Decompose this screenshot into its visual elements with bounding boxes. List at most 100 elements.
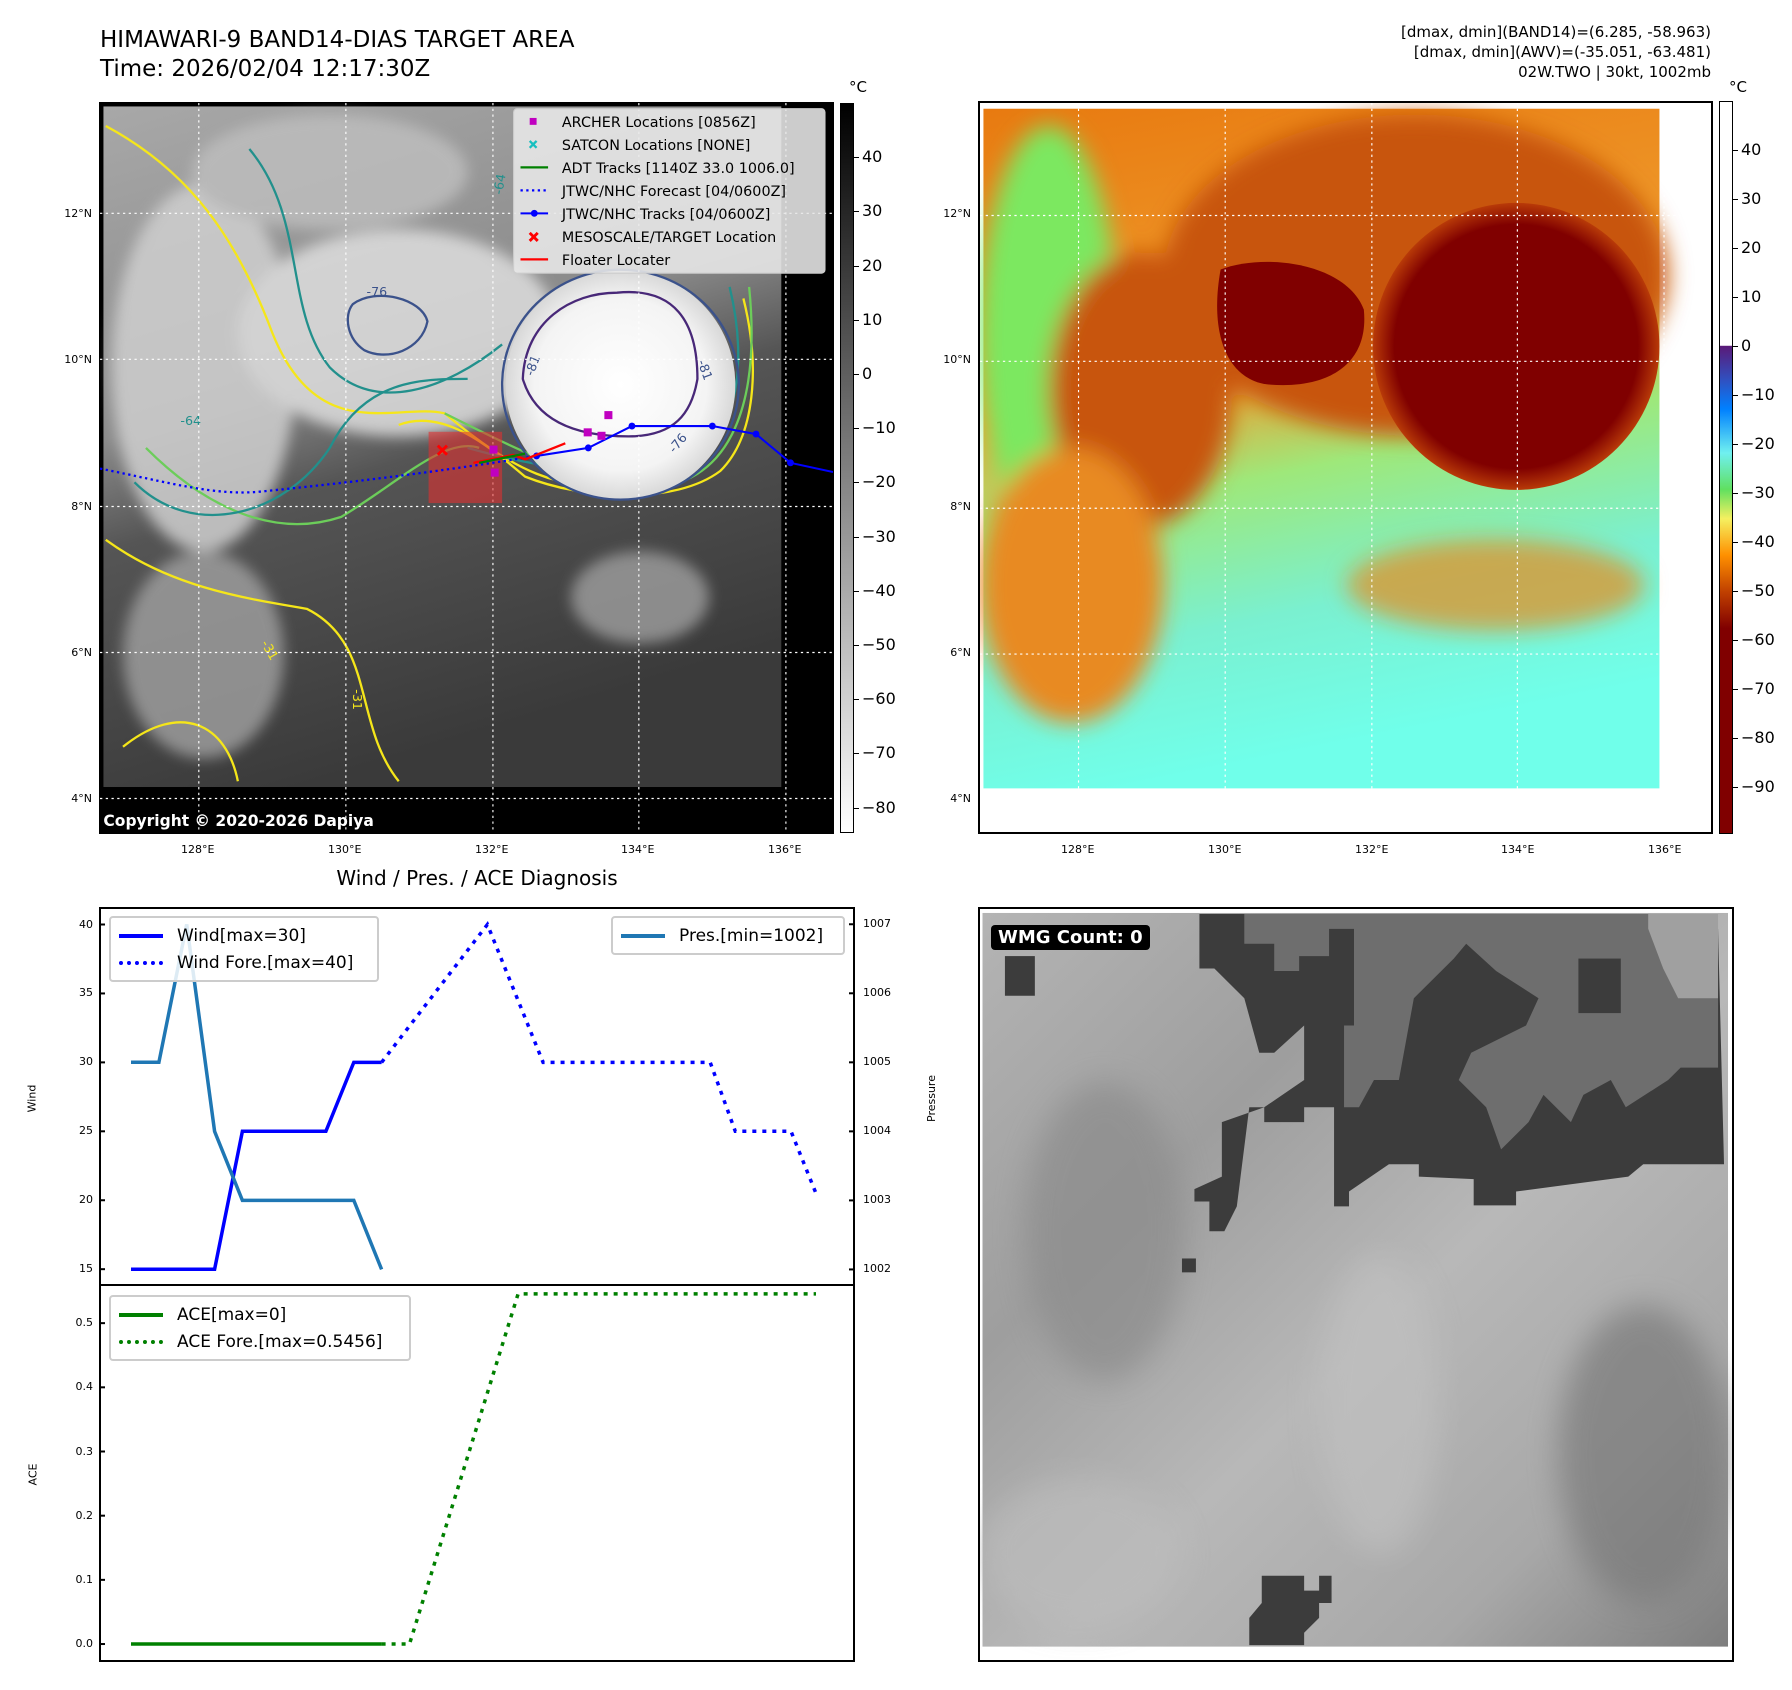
ace-axis-label: ACE <box>26 1463 40 1486</box>
latitude-label: 4°N <box>71 792 92 805</box>
colorbar-tick <box>854 590 859 592</box>
colorbar-tick-label: 40 <box>862 147 883 167</box>
colorbar-tick <box>854 536 859 538</box>
colorbar-tick-label: −60 <box>1741 629 1775 649</box>
colorbar-tick-label: 30 <box>862 201 883 221</box>
pressure-axis-label: Pressure <box>924 1075 938 1122</box>
latitude-label: 12°N <box>64 207 92 220</box>
colorbar-tick-label: −40 <box>862 580 896 600</box>
colorbar-tick-label: 10 <box>1741 286 1762 306</box>
figure-title: HIMAWARI-9 BAND14-DIAS TARGET AREA Time:… <box>100 26 574 84</box>
colorbar-tick-label: 0 <box>862 363 873 383</box>
colorbar-tick <box>854 428 859 430</box>
y-tick-label: 25 <box>79 1124 93 1138</box>
longitude-label: 136°E <box>768 843 802 856</box>
colorbar-tick <box>1733 149 1738 151</box>
legend-item-ace-forecast: ACE Fore.[max=0.5456] <box>119 1328 401 1355</box>
legend-satcon: SATCON Locations [NONE] <box>562 138 750 154</box>
colorbar-tick <box>1733 492 1738 494</box>
dotted-line-icon <box>119 1339 163 1344</box>
colorbar-tick-label: 0 <box>1741 335 1752 355</box>
dotted-line-icon <box>119 960 163 965</box>
colorbar-tick <box>1733 737 1738 739</box>
legend-item-ace: ACE[max=0] <box>119 1301 401 1328</box>
ir-map-panel: -76 -81 -81 -76 -64 -64 -31 -31 <box>99 102 834 834</box>
longitude-label: 132°E <box>1355 843 1389 856</box>
target-x-icon <box>528 231 539 242</box>
legend-target: MESOSCALE/TARGET Location <box>562 230 776 246</box>
y-tick-label: 0.5 <box>75 1316 94 1330</box>
right-colorbar <box>1719 101 1733 834</box>
longitude-label: 134°E <box>1501 843 1535 856</box>
latitude-label: 10°N <box>943 353 971 366</box>
latitude-label: 4°N <box>950 792 971 805</box>
storm-summary: 02W.TWO | 30kt, 1002mb <box>1518 63 1711 81</box>
satcon-x-icon <box>528 140 538 149</box>
legend-tracks: JTWC/NHC Tracks [04/0600Z] <box>561 207 770 223</box>
colorbar-tick-label: 40 <box>1741 139 1762 159</box>
colorbar-tick-label: −10 <box>1741 384 1775 404</box>
colorbar-tick-label: −30 <box>862 526 896 546</box>
latitude-label: 10°N <box>64 353 92 366</box>
y-tick-label: 0.1 <box>75 1572 94 1586</box>
contour-label: -31 <box>350 689 365 710</box>
legend-item-wind-forecast: Wind Fore.[max=40] <box>119 949 369 976</box>
wind-axis-label: Wind <box>25 1084 39 1113</box>
colorbar-tick-label: −50 <box>862 634 896 654</box>
archer-markers <box>489 411 613 477</box>
longitude-label: 128°E <box>1061 843 1095 856</box>
band14-range: [dmax, dmin](BAND14)=(6.285, -58.963) <box>1400 23 1711 41</box>
colorbar-tick-label: −20 <box>862 472 896 492</box>
colorbar-tick <box>1733 639 1738 641</box>
latitude-label: 12°N <box>943 207 971 220</box>
y-tick-label: 15 <box>79 1262 93 1276</box>
map-gridlines <box>980 103 1711 832</box>
y-tick-label: 0.4 <box>75 1380 94 1394</box>
colorbar-tick-label: −80 <box>862 797 896 817</box>
y-right-tick-label: 1002 <box>863 1262 891 1276</box>
latitude-label: 8°N <box>71 500 92 513</box>
map-legend: ARCHER Locations [0856Z] SATCON Location… <box>513 108 826 274</box>
colorbar-tick-label: −30 <box>1741 482 1775 502</box>
colorbar-tick <box>1733 688 1738 690</box>
longitude-label: 136°E <box>1648 843 1682 856</box>
longitude-label: 132°E <box>475 843 509 856</box>
latitude-label: 6°N <box>950 646 971 659</box>
series-line-wind <box>131 1060 382 1271</box>
product-title: HIMAWARI-9 BAND14-DIAS TARGET AREA <box>100 27 575 53</box>
y-right-tick-label: 1004 <box>863 1124 891 1138</box>
legend-adt: ADT Tracks [1140Z 33.0 1006.0] <box>562 161 795 177</box>
colorbar-tick <box>854 753 859 755</box>
y-right-tick-label: 1005 <box>863 1055 891 1069</box>
colorbar-tick-label: −60 <box>862 689 896 709</box>
longitude-label: 130°E <box>328 843 362 856</box>
colorbar-tick-label: −70 <box>862 743 896 763</box>
contour-label: -81 <box>695 358 716 383</box>
legend-label: ACE Fore.[max=0.5456] <box>177 1331 383 1352</box>
colorbar-tick <box>854 644 859 646</box>
series-line-ace-fore- <box>381 1292 816 1646</box>
solid-line-icon <box>119 933 163 938</box>
longitude-label: 134°E <box>621 843 655 856</box>
legend-label: Pres.[min=1002] <box>679 925 824 946</box>
colorbar-tick <box>854 211 859 213</box>
colorbar-tick-label: 10 <box>862 309 883 329</box>
adt-track <box>478 452 526 464</box>
y-tick-label: 20 <box>79 1193 93 1207</box>
colorbar-tick-label: −50 <box>1741 580 1775 600</box>
colorbar-tick-label: −70 <box>1741 678 1775 698</box>
y-tick-label: 0.2 <box>75 1508 94 1522</box>
wmg-imagery <box>980 912 1729 1647</box>
legend-forecast: JTWC/NHC Forecast [04/0600Z] <box>561 184 786 200</box>
colorbar-tick <box>1733 247 1738 249</box>
target-x-icon <box>436 444 448 456</box>
series-line-wind-fore- <box>380 921 818 1195</box>
y-tick-label: 0.3 <box>75 1444 94 1458</box>
contour-label: -64 <box>490 173 508 196</box>
legend-item-pressure: Pres.[min=1002] <box>621 922 835 949</box>
left-colorbar-unit: °C <box>849 78 867 96</box>
colorbar-tick-label: 30 <box>1741 188 1762 208</box>
awv-map <box>980 103 1711 832</box>
storm-core <box>1372 202 1660 490</box>
awv-range: [dmax, dmin](AWV)=(-35.051, -63.481) <box>1413 43 1711 61</box>
